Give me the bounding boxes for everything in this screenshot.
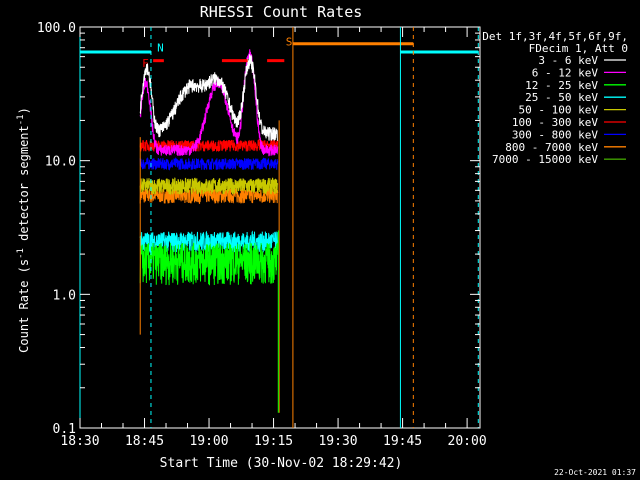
legend-header-1: Det 1f,3f,4f,5f,6f,9f, (482, 30, 628, 43)
legend-entry-label: 300 - 800 keV (512, 128, 598, 141)
x-tick-label: 19:15 (254, 434, 293, 449)
x-axis-label: Start Time (30-Nov-02 18:29:42) (160, 456, 403, 471)
x-tick-label: 19:00 (189, 434, 228, 449)
flag-layer: FN S (79, 27, 479, 428)
flag-label-flare: F (142, 57, 149, 70)
x-tick-label: 19:45 (383, 434, 422, 449)
footer-date: 22-Oct-2021 01:37 (554, 468, 636, 477)
legend-entry-label: 25 - 50 keV (525, 91, 598, 104)
series-line (139, 156, 279, 171)
legend-entry-label: 800 - 7000 keV (505, 141, 598, 154)
series-line (139, 242, 279, 286)
y-tick-label: 0.1 (53, 422, 76, 437)
data-layer (139, 49, 280, 413)
y-axis-label-mid: detector segment (17, 125, 31, 248)
legend: Det 1f,3f,4f,5f,6f,9f, FDecim 1, Att 0 3… (482, 30, 628, 166)
legend-entry-label: 6 - 12 keV (532, 66, 599, 79)
x-tick-label: 19:30 (318, 434, 357, 449)
chart-title: RHESSI Count Rates (200, 3, 363, 21)
legend-entry-label: 100 - 300 keV (512, 116, 598, 129)
y-tick-label: 1.0 (53, 288, 76, 303)
y-axis-label: Count Rate (s-1 detector segment-1) (16, 107, 31, 353)
flag-label-saa: S (286, 35, 293, 48)
series-line (139, 54, 278, 142)
y-axis-label-main: Count Rate (s (17, 259, 31, 353)
legend-entry-label: 7000 - 15000 keV (492, 153, 598, 166)
series-line (139, 49, 279, 157)
series-line (139, 138, 279, 153)
x-tick-label: 18:30 (60, 434, 99, 449)
x-tick-label: 20:00 (448, 434, 487, 449)
y-tick-label: 10.0 (45, 155, 76, 170)
legend-entry-label: 12 - 25 keV (525, 79, 598, 92)
y-axis-label-sup2: -1 (16, 114, 26, 125)
y-axis-label-end: ) (17, 107, 31, 114)
legend-header-2: FDecim 1, Att 0 (529, 42, 628, 55)
legend-entry-label: 3 - 6 keV (538, 54, 598, 67)
axes-layer: 0.1 1.0 10.0 100.0 18:30 18:45 19:00 19:15 19:30… (37, 21, 487, 449)
series-line (139, 177, 279, 196)
flag-label-night: N (157, 42, 164, 55)
y-axis-label-sup1: -1 (16, 248, 26, 259)
y-tick-label: 100.0 (37, 21, 76, 36)
legend-entry-label: 50 - 100 keV (519, 104, 599, 117)
x-tick-label: 18:45 (125, 434, 164, 449)
